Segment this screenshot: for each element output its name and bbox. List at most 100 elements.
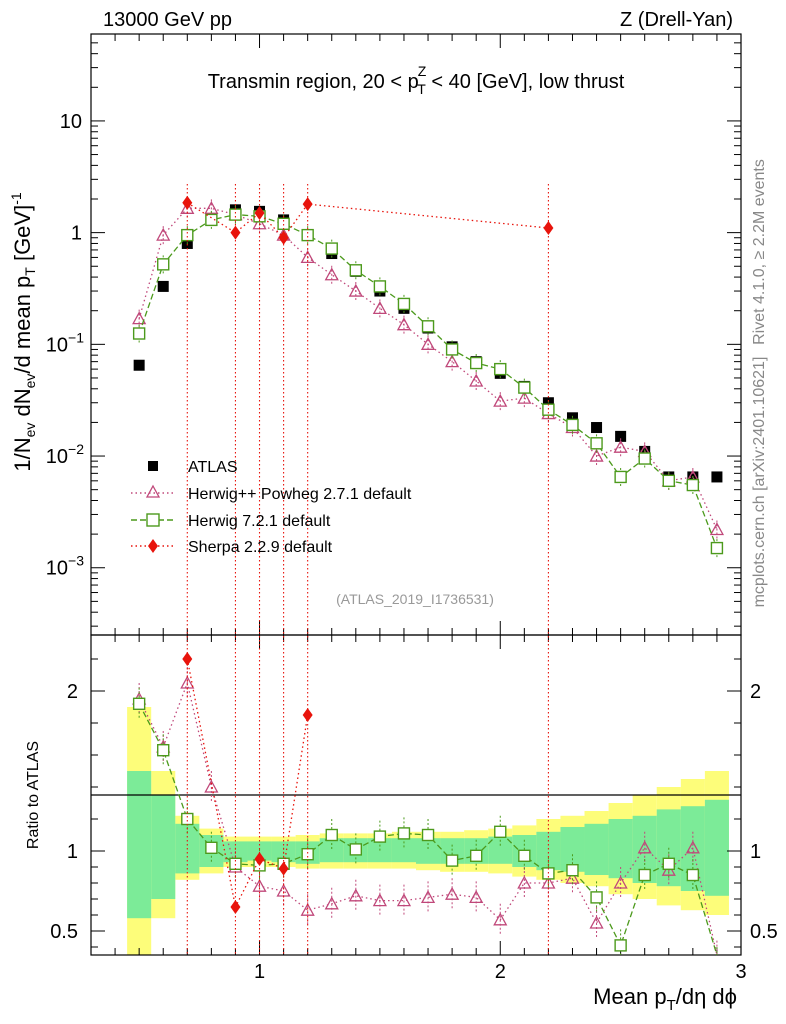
series-1-point-13 (445, 354, 460, 368)
legend-label-herwig7: Herwig 7.2.1 default (188, 513, 331, 530)
series-0-point-0 (133, 359, 145, 371)
x-label-a-sub: T (667, 997, 676, 1014)
series-2-point-0 (132, 327, 146, 340)
series-1-ratio-point-23 (685, 840, 700, 854)
y-axis-ratio-label: Ratio to ATLAS (25, 741, 42, 849)
ratio-band-stat-0 (151, 795, 176, 899)
series-1-point-7 (300, 250, 315, 264)
series-1-ratio-point-20 (613, 875, 628, 889)
series-1-point-10 (372, 300, 387, 314)
series-2-point-2 (181, 228, 194, 242)
legend-marker-atlas (148, 461, 158, 471)
series-2-point-15 (494, 362, 507, 376)
series-2-ratio-point-14 (469, 849, 483, 862)
series-2-point-10 (373, 280, 387, 293)
ratio-band-stat-7 (319, 838, 344, 863)
series-3-main-line (186, 202, 549, 239)
plot-title-suffix: < 40 [GeV], low thrust (426, 71, 625, 93)
series-2-point-13 (445, 343, 459, 356)
ratio-band-stat (127, 771, 729, 919)
series-2-point-7 (301, 228, 314, 242)
ratio-band-stat-18 (584, 823, 609, 875)
legend-label-sherpa: Sherpa 2.2.9 default (188, 539, 333, 556)
series-1-point-19 (589, 448, 604, 462)
series-3-point-1 (230, 225, 241, 240)
series-0-point-1 (157, 280, 169, 292)
series-1-ratio-point-7 (300, 902, 315, 916)
y-label-d-sup: -1 (8, 192, 24, 205)
series-2-point-20 (614, 470, 627, 484)
series-2-ratio-point-1 (157, 744, 170, 757)
series-0-point-24 (711, 471, 723, 483)
series-2-point-11 (397, 297, 411, 311)
x-label-a: Mean p (593, 984, 666, 1009)
series-3 (182, 184, 554, 955)
series-1-point-16 (517, 390, 532, 404)
series-2-ratio-point-7 (301, 848, 314, 861)
series-2-ratio-point-16 (518, 849, 531, 862)
y-tick-ratio-label-right-0.5: 0.5 (750, 921, 778, 943)
series-2-point-19 (590, 437, 603, 450)
x-tick-label-2: 2 (495, 961, 506, 983)
plot-title-prefix: Transmin region, 20 < p (208, 71, 419, 93)
y-tick-base: 10 (46, 558, 68, 580)
series-1-point-3 (204, 200, 219, 214)
legend-label-herwigpp: Herwig++ Powheg 2.7.1 default (188, 486, 412, 503)
series-2-point-8 (325, 242, 338, 255)
legend-label-atlas: ATLAS (188, 459, 238, 476)
series-2-point-6 (277, 217, 290, 230)
series-1-point-12 (420, 336, 436, 350)
ratio-band-stat-19 (608, 819, 633, 879)
y-tick-ratio-label-right-1: 1 (750, 841, 761, 863)
y-tick-base: 10 (46, 446, 68, 468)
series-0-point-19 (591, 422, 603, 434)
x-axis-label: Mean pT/dη dϕ (593, 984, 737, 1014)
series-2-ratio-point-18 (566, 864, 579, 877)
series-0-point-20 (615, 430, 627, 442)
series-2-ratio-point-4 (229, 857, 242, 870)
series-2-ratio-point-13 (445, 854, 459, 867)
legend-marker-herwig7 (146, 513, 160, 527)
series-1-ratio-point-5 (252, 878, 267, 892)
series-1-ratio-point-3 (204, 779, 219, 793)
series-3-ratio-point-4 (302, 708, 313, 722)
series-1-point-11 (396, 317, 412, 331)
series-2-point-14 (469, 356, 483, 370)
y-tick-exp: −2 (68, 441, 84, 457)
series-3-point-5 (543, 221, 554, 236)
y-label-b-sub: ev (22, 374, 38, 389)
series-1-ratio-point-14 (469, 890, 484, 904)
series-0-point-17 (542, 397, 554, 409)
series-2-point-12 (421, 320, 435, 333)
y-tick-exp: −1 (68, 329, 84, 345)
series-2-point-23 (686, 478, 700, 492)
y-label-a-sub: ev (22, 423, 38, 438)
series-1-ratio-point-13 (445, 886, 460, 900)
series-layer (132, 184, 725, 956)
y-tick-ratio-label-right-2: 2 (750, 681, 761, 703)
series-1-point-8 (324, 267, 339, 281)
series-2-point-21 (638, 452, 651, 465)
legend: ATLAS Herwig++ Powheg 2.7.1 default Herw… (131, 459, 412, 556)
y-label-b: dN (10, 388, 35, 422)
series-1-point-0 (132, 311, 147, 325)
series-1-point-15 (493, 393, 508, 407)
series-1-ratio-point-16 (517, 875, 532, 889)
y-tick-main-label-1: 1 (71, 223, 82, 245)
series-1-ratio-point-11 (396, 893, 412, 907)
series-2-point-1 (157, 258, 170, 271)
series-2-point-4 (229, 208, 242, 221)
mcplots-label: mcplots.cern.ch [arXiv:2401.10621] (751, 357, 768, 608)
y-tick-base: 10 (46, 334, 68, 356)
series-2-point-9 (349, 264, 363, 277)
series-2-ratio-point-8 (325, 828, 338, 842)
y-axis-main-label: 1/Nev dNev/d mean pT [GeV]-1 (8, 192, 38, 472)
rivet-label: Rivet 4.1.0, ≥ 2.2M events (751, 159, 768, 345)
legend-marker-herwigpp (145, 484, 161, 498)
series-3-point-2 (254, 205, 265, 220)
y-label-c: /d mean p (10, 276, 35, 374)
series-1-ratio-point-15 (493, 912, 508, 926)
series-1-point-9 (348, 283, 363, 297)
